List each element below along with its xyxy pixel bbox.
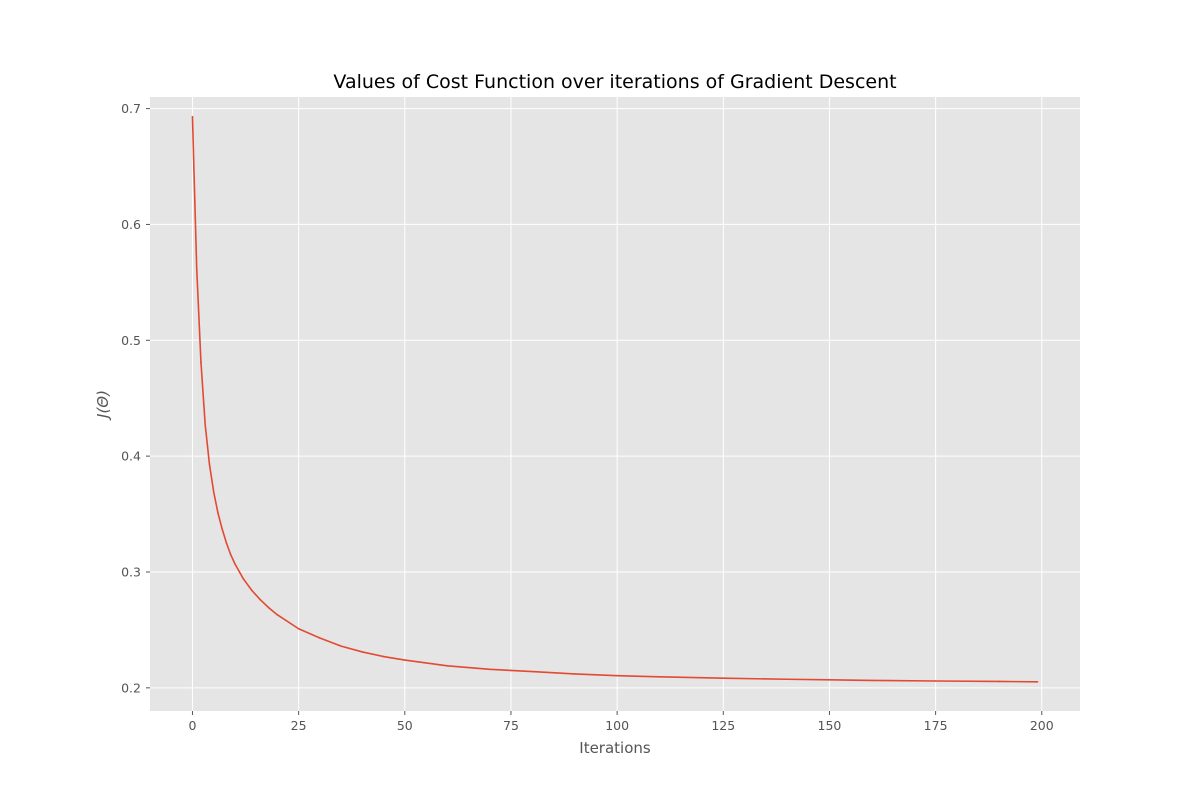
data-point <box>208 463 211 466</box>
data-point <box>195 267 198 270</box>
y-tick-label: 0.3 <box>121 564 141 579</box>
data-point <box>786 678 788 681</box>
data-point <box>573 673 576 675</box>
y-axis-label: J(Θ) <box>94 390 112 421</box>
x-axis-ticks: 0 25 50 75 100 125 150 175 200 <box>188 711 1054 733</box>
data-point <box>340 645 342 647</box>
x-tick-label: 175 <box>924 718 948 733</box>
data-point <box>510 669 512 672</box>
data-point <box>871 679 873 682</box>
data-point <box>221 528 223 530</box>
series-line-cost <box>191 116 1038 683</box>
y-tick-label: 0.2 <box>121 680 141 695</box>
series-points <box>191 115 1039 683</box>
x-tick-label: 50 <box>397 718 413 733</box>
data-point <box>319 637 321 639</box>
x-tick-label: 0 <box>188 718 196 733</box>
y-tick-label: 0.5 <box>121 333 141 348</box>
data-point <box>229 553 232 556</box>
data-point <box>531 670 533 673</box>
data-point <box>403 659 406 661</box>
data-point <box>722 677 725 680</box>
data-point <box>828 679 831 681</box>
data-point <box>361 651 364 653</box>
plot-area <box>150 97 1080 711</box>
y-axis-ticks: 0.2 0.3 0.4 0.5 0.6 0.7 <box>121 101 150 695</box>
data-point <box>934 680 937 682</box>
x-axis-label: Iterations <box>579 739 651 757</box>
grid-lines <box>150 97 1080 711</box>
x-tick-label: 150 <box>818 718 842 733</box>
data-point <box>217 512 219 514</box>
data-point <box>212 491 215 493</box>
x-tick-label: 100 <box>605 718 629 733</box>
y-tick-label: 0.7 <box>121 101 141 116</box>
data-point <box>204 424 207 426</box>
data-point <box>382 655 385 658</box>
data-point <box>234 563 236 565</box>
y-tick-label: 0.6 <box>121 217 141 232</box>
data-point <box>276 614 279 616</box>
x-tick-label: 25 <box>291 718 307 733</box>
data-point <box>616 674 618 677</box>
data-point <box>259 598 262 601</box>
x-tick-label: 200 <box>1030 718 1054 733</box>
data-point <box>488 668 491 671</box>
y-tick-label: 0.4 <box>121 449 141 464</box>
data-point <box>268 607 270 609</box>
data-point <box>1036 681 1039 683</box>
data-point <box>191 115 194 118</box>
x-tick-label: 75 <box>503 718 519 733</box>
data-point <box>998 680 1001 683</box>
x-tick-label: 125 <box>711 718 735 733</box>
data-point <box>200 361 202 364</box>
data-point <box>297 627 300 630</box>
data-point <box>446 665 449 667</box>
data-point <box>251 589 253 592</box>
chart-title: Values of Cost Function over iterations … <box>333 71 896 93</box>
data-point <box>658 676 661 678</box>
data-point <box>242 578 245 580</box>
data-point <box>225 542 228 544</box>
